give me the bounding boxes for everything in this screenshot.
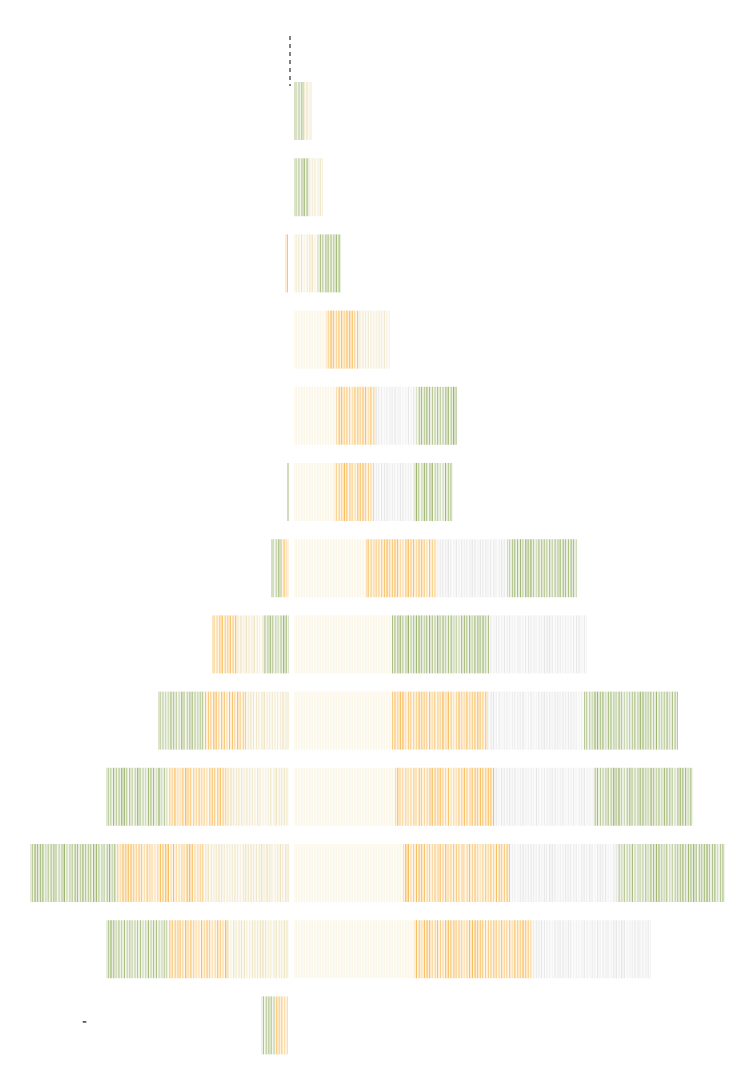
bar-right-row-9 <box>295 768 692 826</box>
bar-right-row-11 <box>295 920 650 978</box>
bar-right-row-6 <box>295 539 577 597</box>
bar-right-row-4 <box>295 387 457 445</box>
bar-left-row-11 <box>107 920 288 978</box>
bar-right-row-8 <box>295 692 677 750</box>
bar-left-row-6 <box>272 539 288 597</box>
bar-right-row-5 <box>295 463 452 521</box>
bar-right-row-10 <box>295 844 724 902</box>
bar-right-row-2 <box>295 234 340 292</box>
bar-left-row-8 <box>159 692 289 750</box>
bar-right-row-0 <box>295 82 311 140</box>
bar-left-row-2 <box>286 234 288 292</box>
bar-left-row-12 <box>262 996 288 1054</box>
bar-right-row-1 <box>295 158 322 216</box>
bar-right-row-7 <box>295 615 586 673</box>
annotation-label: - <box>82 1014 87 1030</box>
bar-right-row-3 <box>295 311 389 369</box>
bar-left-row-7 <box>213 615 288 673</box>
bar-left-row-9 <box>107 768 288 826</box>
bars-group <box>31 82 724 1054</box>
bar-left-row-10 <box>31 844 289 902</box>
